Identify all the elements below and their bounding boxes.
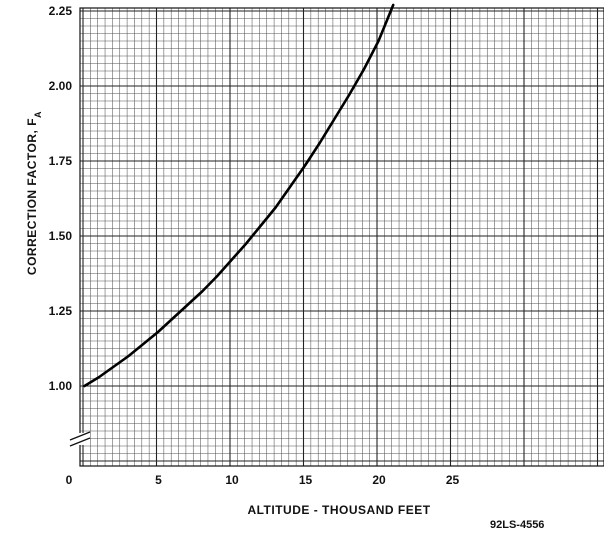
y-tick-label: 1.75	[49, 154, 73, 168]
x-tick-label: 15	[299, 473, 313, 487]
y-axis-title: CORRECTION FACTOR, FA	[25, 111, 43, 275]
y-tick-label: 1.50	[49, 229, 73, 243]
y-tick-label: 2.00	[49, 79, 73, 93]
axis-break-stroke	[69, 431, 91, 441]
axis-break-stroke	[69, 437, 91, 447]
x-tick-label: 10	[225, 473, 239, 487]
x-tick-label: 0	[66, 473, 73, 487]
y-axis-title-main: CORRECTION FACTOR, F	[25, 118, 39, 275]
correction-factor-curve	[83, 3, 395, 388]
y-tick-labels: 1.00 1.25 1.50 1.75 2.00 2.25	[49, 4, 73, 393]
axis-break-gap	[71, 433, 89, 445]
y-tick-label: 1.25	[49, 304, 73, 318]
y-axis-break-mark	[69, 431, 91, 447]
y-tick-label: 1.00	[49, 379, 73, 393]
y-tick-label: 2.25	[49, 4, 73, 18]
x-tick-label: 5	[155, 473, 162, 487]
x-tick-labels: 0 5 10 15 20 25	[66, 473, 460, 487]
x-tick-label: 20	[372, 473, 386, 487]
y-axis-title-subscript: A	[33, 111, 43, 118]
x-tick-label: 25	[446, 473, 460, 487]
x-axis-title: ALTITUDE - THOUSAND FEET	[247, 503, 430, 517]
figure-reference-number: 92LS-4556	[490, 519, 544, 531]
major-gridlines	[80, 8, 604, 466]
minor-gridlines	[80, 8, 604, 466]
plot-area-frame	[79, 7, 604, 467]
